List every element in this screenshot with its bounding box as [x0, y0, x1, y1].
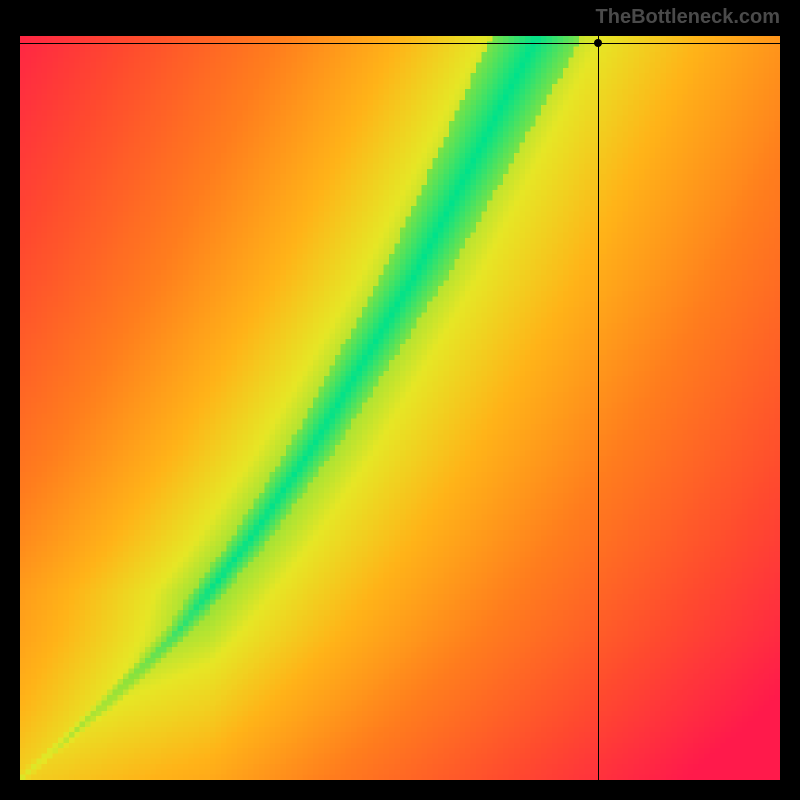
- heatmap-plot: [20, 36, 780, 780]
- crosshair-horizontal: [20, 43, 780, 44]
- watermark-text: TheBottleneck.com: [596, 6, 780, 29]
- crosshair-marker-dot: [594, 39, 602, 47]
- crosshair-vertical: [598, 36, 599, 780]
- heatmap-canvas: [20, 36, 780, 780]
